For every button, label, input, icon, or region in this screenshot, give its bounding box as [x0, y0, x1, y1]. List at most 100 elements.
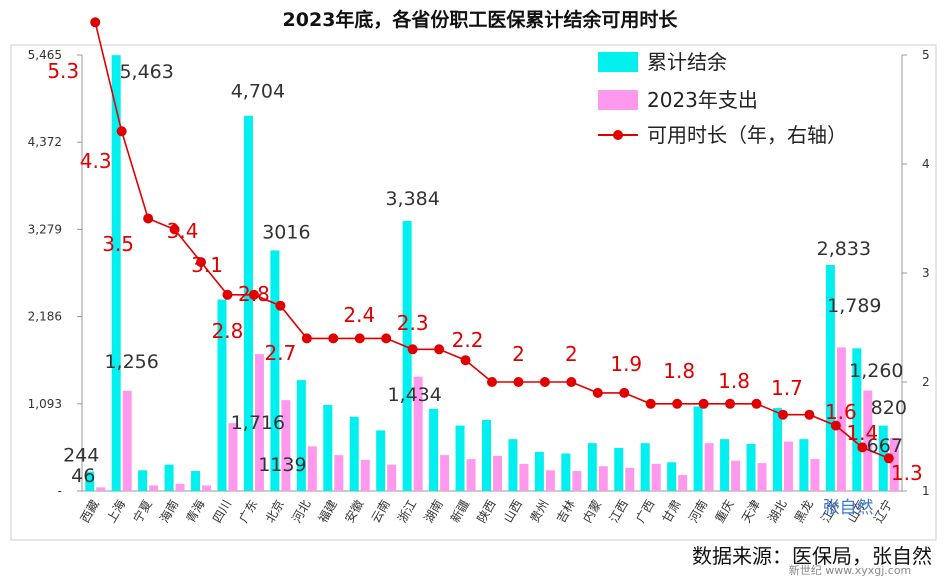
duration-label: 2.4: [343, 303, 375, 327]
category-label: 陕西: [474, 497, 499, 525]
category-label: 北京: [263, 498, 287, 526]
legend-label-expense: 2023年支出: [647, 88, 758, 112]
category-label: 甘肃: [660, 498, 684, 526]
legend-label-balance: 累计结余: [647, 50, 727, 74]
bar-expense-label: 1,716: [231, 412, 285, 434]
duration-point: [487, 377, 497, 387]
left-axis: - 1,093 2,186 3,279 4,372 5,465: [28, 48, 902, 498]
bar-balance: [852, 348, 862, 491]
bar-balance-label: 2,833: [817, 238, 871, 260]
category-label: 云南: [368, 497, 393, 525]
duration-point: [725, 398, 736, 409]
bar-expense: [625, 467, 635, 491]
plot-frame: [10, 44, 937, 541]
duration-label: 2.3: [397, 311, 429, 335]
bar-expense: [598, 466, 608, 491]
duration-point: [592, 387, 603, 398]
duration-label: 2.2: [452, 328, 484, 352]
category-label: 河北: [289, 498, 313, 526]
bar-expense-label: 1139: [258, 454, 306, 476]
duration-point: [196, 257, 207, 268]
bar-expense: [122, 390, 132, 491]
bar-balance: [878, 425, 888, 491]
duration-point: [672, 398, 683, 409]
bar-expense: [360, 459, 370, 491]
bar-expense: [678, 475, 688, 491]
bar-expense: [704, 443, 714, 491]
duration-label: 5.3: [47, 59, 79, 83]
bar-balance: [138, 470, 148, 491]
bar-balance: [614, 447, 624, 491]
duration-point: [460, 355, 471, 366]
duration-label: 2: [565, 342, 578, 366]
bar-expense: [334, 455, 344, 491]
bar-expense: [466, 459, 476, 491]
bar-balance: [349, 416, 359, 491]
source-note: 数据来源：医保局，张自然: [692, 544, 932, 568]
duration-point: [513, 377, 524, 387]
bar-balance-label: 5,463: [119, 61, 173, 83]
bar-expense-label: 46: [71, 465, 95, 487]
bar-balance: [720, 439, 730, 491]
duration-point: [539, 377, 550, 387]
bar-balance: [402, 221, 412, 491]
watermark-text: 张自然: [823, 498, 874, 518]
bar-balance-label: 3016: [262, 221, 310, 243]
category-label: 天津: [739, 498, 763, 526]
duration-label: 3.5: [102, 232, 134, 256]
duration-point: [143, 213, 154, 224]
duration-point: [883, 453, 894, 464]
category-label: 吉林: [554, 498, 578, 526]
category-label: 福建: [315, 497, 340, 525]
bar-balance: [534, 451, 544, 491]
category-label: 江西: [607, 498, 631, 526]
category-label: 内蒙: [580, 498, 604, 526]
category-label: 广西: [633, 498, 657, 526]
category-label: 河南: [685, 497, 710, 525]
category-label: 山西: [501, 498, 525, 526]
bar-balance: [825, 264, 835, 491]
category-label: 重庆: [713, 498, 737, 526]
bar-expense: [254, 354, 264, 491]
duration-point: [354, 333, 365, 344]
legend-label-duration: 可用时长（年，右轴）: [647, 123, 847, 147]
bar-expense: [783, 441, 793, 491]
bar-balance: [111, 55, 121, 492]
duration-point: [698, 398, 709, 409]
right-tick-label: 3: [922, 266, 930, 280]
duration-point: [90, 17, 101, 28]
bar-balance: [455, 425, 465, 491]
bar-balance: [693, 406, 703, 491]
bar-expense: [863, 390, 873, 491]
right-tick-label: 2: [922, 375, 930, 389]
duration-label: 1.3: [891, 461, 923, 485]
bar-expense-label: 1,434: [387, 384, 441, 406]
duration-point: [116, 126, 127, 137]
duration-point: [275, 300, 286, 311]
bar-expense: [228, 423, 238, 491]
duration-label: 1.8: [663, 359, 695, 383]
duration-label: 2.7: [264, 341, 296, 365]
bar-expense: [493, 455, 502, 491]
bar-balance: [640, 443, 650, 491]
duration-label: 3.4: [167, 219, 199, 243]
category-label: 湖北: [765, 497, 790, 525]
bar-balance-label: 820: [871, 397, 907, 419]
bar-expense: [175, 483, 185, 491]
category-label: 新疆: [447, 497, 472, 525]
duration-label: 1.6: [825, 400, 857, 424]
bar-balance: [191, 471, 201, 491]
duration-label: 4.3: [80, 149, 112, 173]
duration-label: 2.8: [212, 319, 244, 343]
category-label: 海南: [156, 497, 181, 525]
bar-balance: [323, 404, 333, 491]
bar-expense: [731, 460, 741, 491]
bar-balance: [587, 443, 597, 491]
bar-balance: [508, 439, 518, 491]
duration-point: [830, 420, 841, 431]
duration-point: [645, 398, 656, 409]
duration-point: [169, 224, 180, 235]
bar-expense: [149, 485, 159, 491]
bar-balance-label: 4,704: [231, 81, 285, 103]
